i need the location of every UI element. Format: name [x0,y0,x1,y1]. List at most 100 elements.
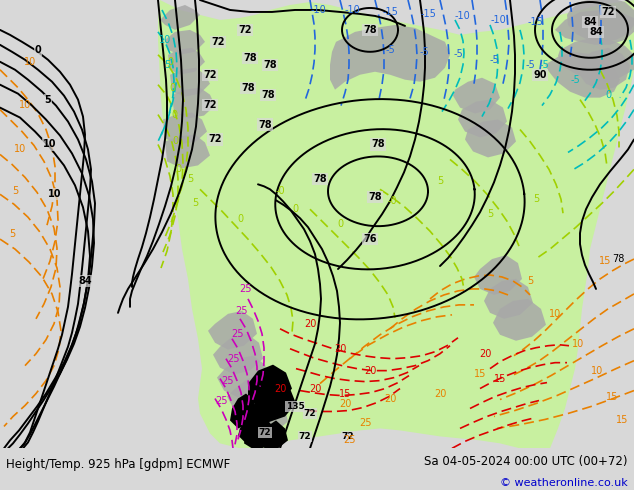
Polygon shape [493,299,546,341]
Text: 5: 5 [9,229,15,239]
Polygon shape [567,0,634,42]
Polygon shape [165,30,205,55]
Polygon shape [163,113,207,145]
Text: 20: 20 [434,389,446,398]
Text: 78: 78 [313,174,327,184]
Text: 25: 25 [359,418,372,428]
Text: -5: -5 [525,60,535,70]
Polygon shape [545,52,620,98]
Polygon shape [168,48,205,75]
Text: 78: 78 [363,25,377,35]
Text: 72: 72 [238,25,252,35]
Text: 25: 25 [240,284,252,294]
Text: 84: 84 [78,276,92,286]
Text: 78: 78 [612,254,624,264]
Text: 20: 20 [309,384,321,393]
Text: 84: 84 [589,27,603,37]
Polygon shape [458,99,507,138]
Text: -5: -5 [419,47,429,57]
Polygon shape [465,120,516,157]
Text: 25: 25 [236,306,249,316]
Text: 72: 72 [211,37,224,47]
Text: 72: 72 [342,432,354,441]
Polygon shape [248,365,292,409]
Text: -15: -15 [420,9,436,19]
Text: 5: 5 [164,60,170,70]
Text: 0: 0 [337,219,343,229]
Text: 72: 72 [208,134,222,145]
Polygon shape [160,5,200,30]
Text: 5: 5 [192,198,198,208]
Text: 0: 0 [167,57,173,67]
Text: 20: 20 [364,366,376,376]
Text: 20: 20 [334,343,346,354]
Text: 0: 0 [175,164,181,174]
Text: 0: 0 [35,45,41,55]
Text: 72: 72 [204,70,217,80]
Text: 84: 84 [583,17,597,27]
Polygon shape [158,0,634,448]
Text: 78: 78 [258,120,272,129]
Polygon shape [208,311,257,350]
Polygon shape [213,334,263,375]
Text: 5: 5 [44,95,51,105]
Text: 72: 72 [304,409,316,418]
Text: 72: 72 [601,7,615,17]
Polygon shape [474,255,522,295]
Polygon shape [250,418,276,446]
Text: -10: -10 [344,5,360,15]
Text: 15: 15 [339,389,351,398]
Text: 0: 0 [605,90,611,99]
Text: 0: 0 [237,214,243,224]
Text: -5: -5 [453,49,463,59]
Polygon shape [577,48,630,90]
Polygon shape [230,393,257,428]
Polygon shape [246,404,268,434]
Polygon shape [165,135,210,169]
Text: Sa 04-05-2024 00:00 UTC (00+72): Sa 04-05-2024 00:00 UTC (00+72) [424,455,628,468]
Text: 90: 90 [533,70,547,80]
Text: 0: 0 [171,110,177,120]
Text: 20: 20 [274,384,286,393]
Text: 10: 10 [591,366,603,376]
Text: 0: 0 [172,137,178,147]
Text: 5: 5 [187,174,193,184]
Text: 20: 20 [339,398,351,409]
Text: 10: 10 [572,339,584,349]
Polygon shape [330,25,450,90]
Text: 5: 5 [12,186,18,196]
Text: 76: 76 [363,234,377,244]
Polygon shape [558,38,634,82]
Text: 78: 78 [368,192,382,202]
Polygon shape [238,416,261,442]
Text: 72: 72 [259,428,271,437]
Text: -5: -5 [539,60,549,70]
Text: -0: -0 [275,186,285,196]
Text: 0: 0 [169,83,175,93]
Text: -15: -15 [527,17,543,27]
Text: -15: -15 [382,7,398,17]
Text: -10: -10 [454,11,470,21]
Text: 72: 72 [204,99,217,110]
Text: 78: 78 [241,83,255,93]
Polygon shape [233,394,288,439]
Text: 10: 10 [43,140,57,149]
Text: 20: 20 [384,393,396,404]
Text: 15: 15 [606,392,618,401]
Text: -0: -0 [387,196,397,206]
Polygon shape [227,375,280,416]
Text: 25: 25 [344,436,356,445]
Polygon shape [453,78,500,114]
Polygon shape [258,420,288,448]
Text: -5: -5 [385,45,395,55]
Text: 15: 15 [598,256,611,266]
Text: 10: 10 [24,57,36,67]
Text: 20: 20 [304,319,316,329]
Text: 25: 25 [232,329,244,339]
Text: 135: 135 [286,402,304,411]
Text: 25: 25 [216,395,228,406]
Text: 5: 5 [527,276,533,286]
Text: 0: 0 [292,204,298,214]
Text: 15: 15 [616,416,628,425]
Text: 78: 78 [371,140,385,149]
